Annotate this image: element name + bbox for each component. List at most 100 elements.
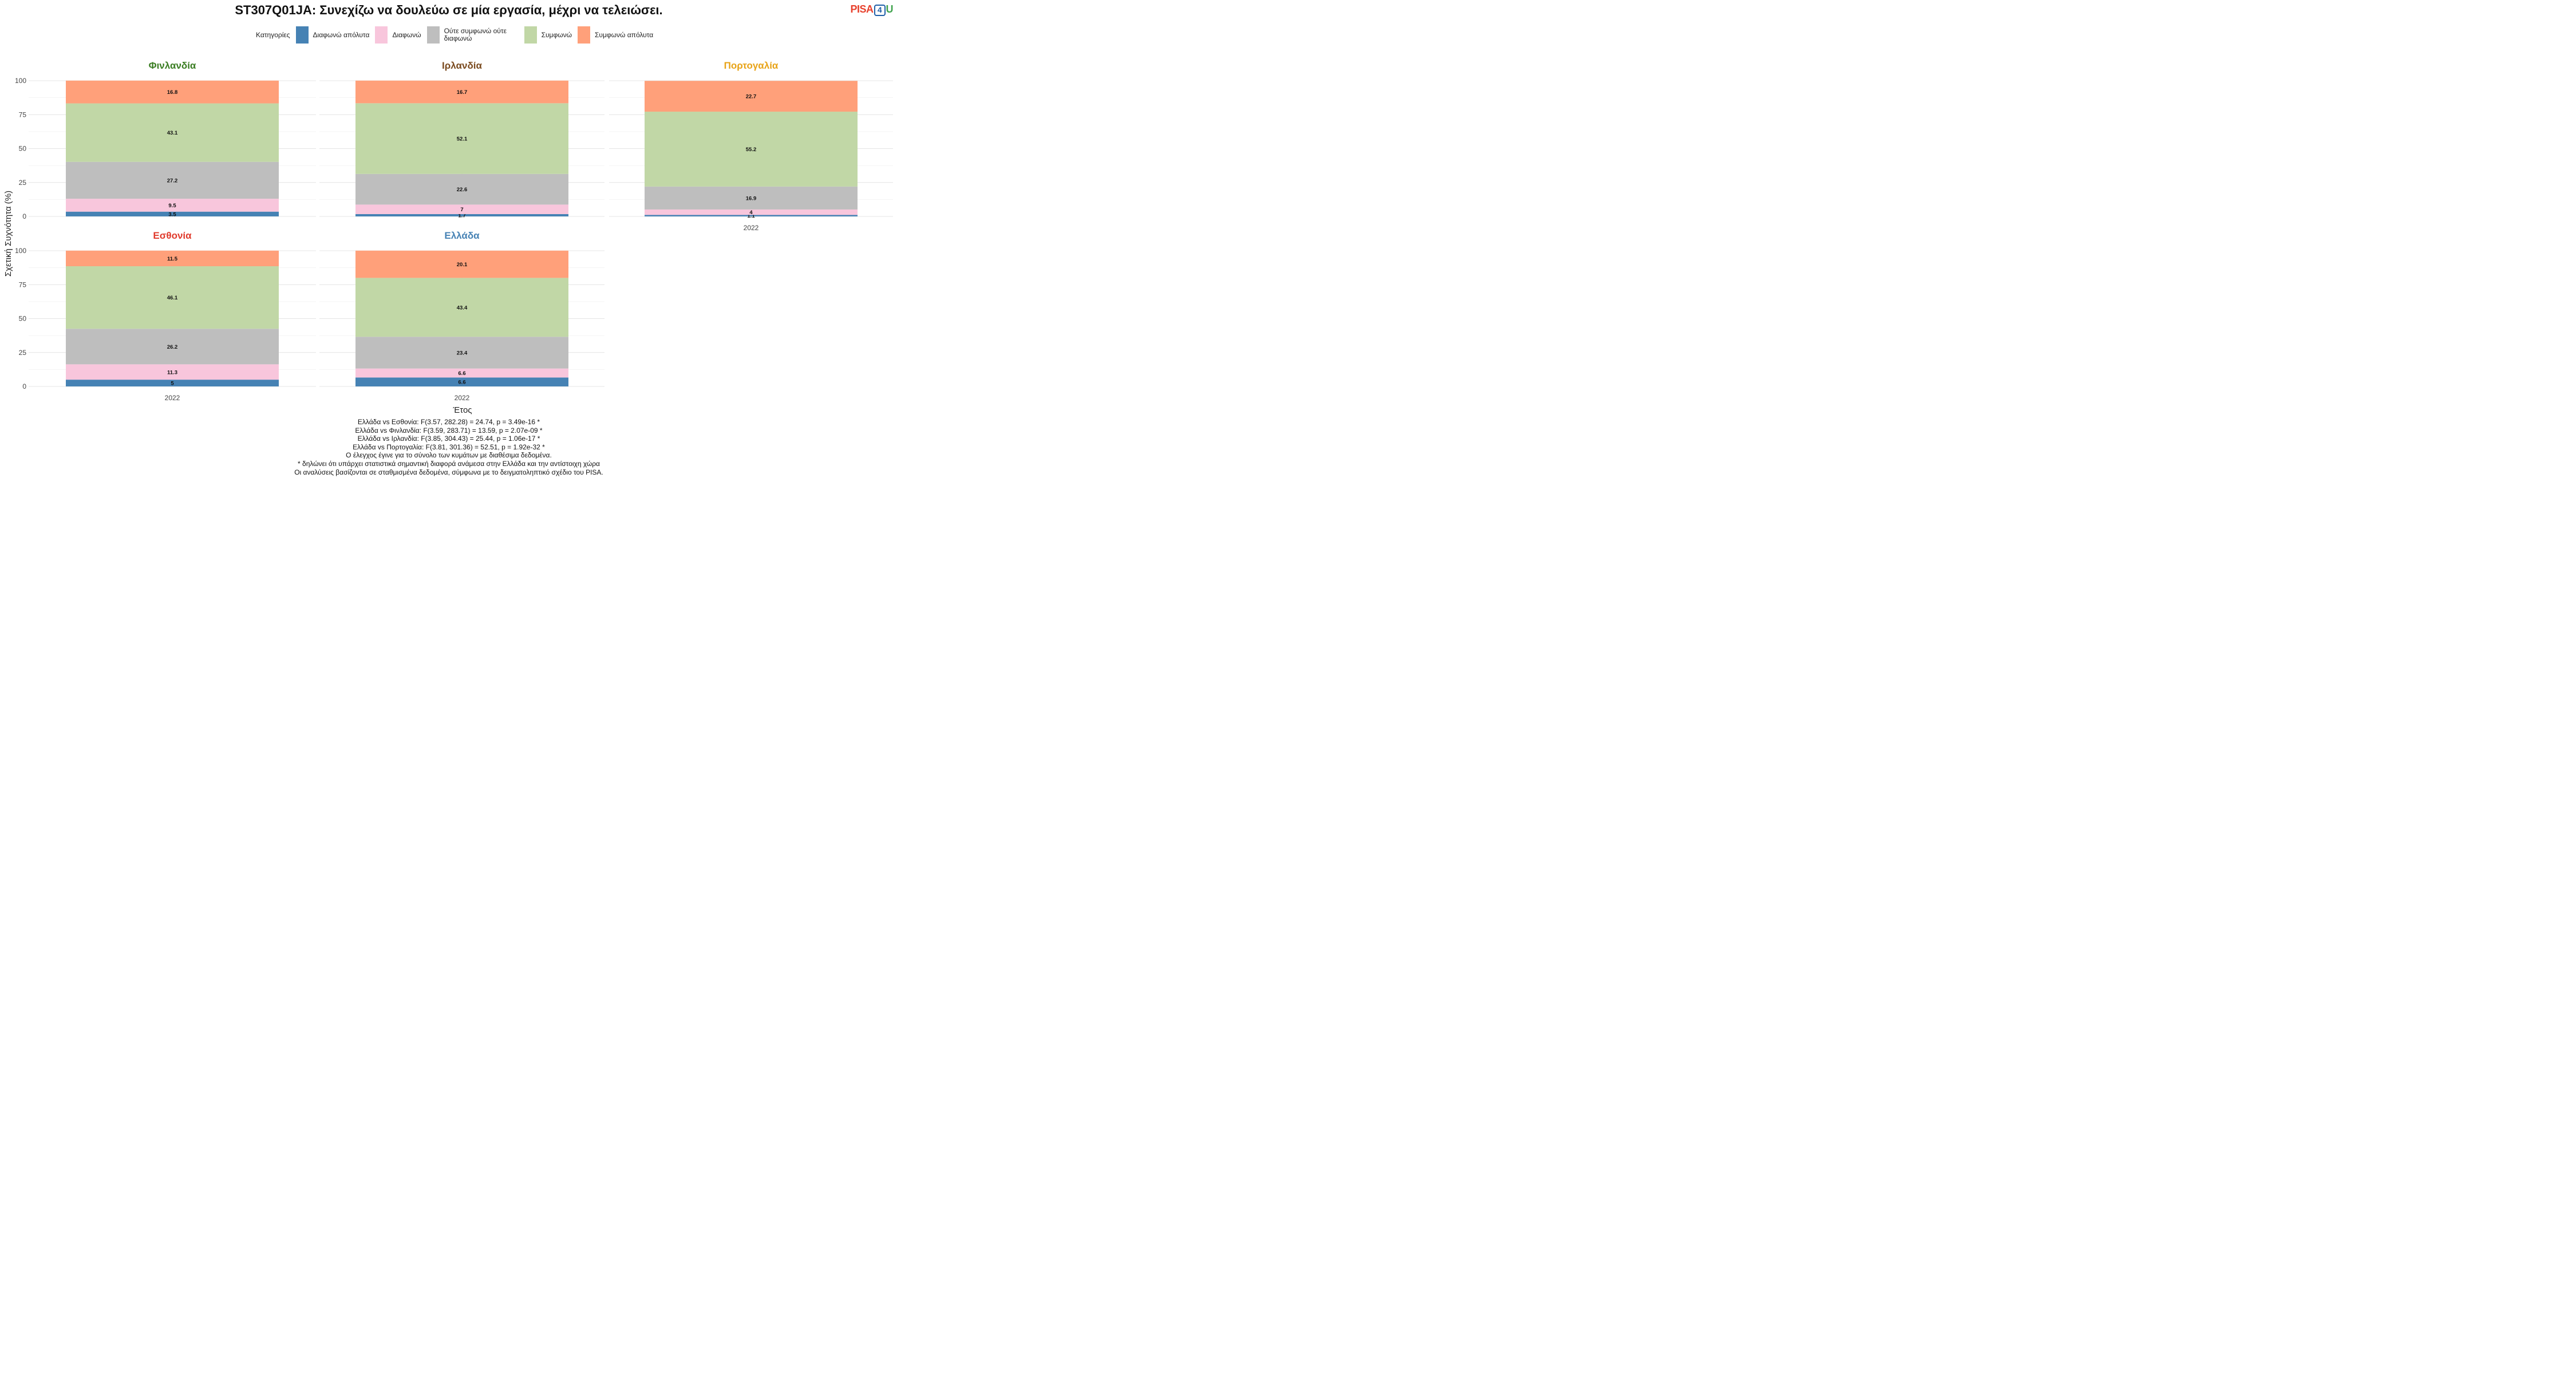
legend-label: Διαφωνώ απόλυτα (313, 30, 370, 39)
data-label: 52.1 (457, 136, 468, 143)
data-label: 6.6 (458, 370, 465, 377)
y-tick-label: 100 (15, 77, 26, 85)
data-label: 1.7 (458, 212, 465, 219)
logo-part-2: 4 (874, 5, 886, 16)
bar-segment (645, 215, 858, 216)
legend-item: Διαφωνώ απόλυτα (295, 26, 370, 44)
data-label: 55.2 (746, 147, 757, 153)
legend-label: Συμφωνώ (541, 30, 572, 39)
bar-segment (645, 112, 858, 187)
legend-title: Κατηγορίες (256, 31, 290, 39)
bar-segment (66, 161, 279, 199)
pisa4u-logo: PISA 4 U (850, 3, 893, 16)
footnote-line: Ελλάδα vs Εσθονία: F(3.57, 282.28) = 24.… (357, 418, 540, 426)
data-label: 23.4 (457, 350, 468, 356)
data-label: 43.4 (457, 305, 468, 311)
footnotes: Ελλάδα vs Εσθονία: F(3.57, 282.28) = 24.… (0, 418, 898, 476)
legend-swatch (578, 26, 590, 44)
bar-segment (66, 211, 279, 216)
data-label: 1.1 (747, 213, 755, 219)
legend-label: Διαφωνώ (392, 30, 421, 39)
data-label: 46.1 (167, 295, 178, 301)
y-tick-label: 75 (19, 110, 27, 119)
legend-item: Ούτε συμφωνώ ούτε διαφωνώ (426, 26, 519, 44)
bar-segment (645, 81, 858, 112)
legend-swatch (426, 26, 440, 44)
legend-swatch (524, 26, 537, 44)
bar-segment (66, 250, 279, 267)
bar-segment (66, 329, 279, 365)
x-tick-label: 2022 (165, 394, 180, 402)
y-tick-label: 0 (22, 382, 26, 390)
y-tick-label: 0 (22, 212, 26, 220)
bar-segment (355, 173, 568, 205)
data-label: 43.1 (167, 130, 178, 136)
bar-segment (355, 103, 568, 174)
data-label: 26.2 (167, 344, 178, 350)
y-tick-label: 100 (15, 247, 26, 255)
bar-segment (645, 186, 858, 210)
bar-segment (355, 204, 568, 214)
footnote-line: Ελλάδα vs Πορτογαλία: F(3.81, 301.36) = … (353, 443, 545, 451)
footnote-line: Οι αναλύσεις βασίζονται σε σταθμισμένα δ… (294, 468, 603, 476)
y-tick-label: 50 (19, 145, 27, 153)
panel-title: Φινλανδία (149, 60, 196, 71)
legend: Κατηγορίες Διαφωνώ απόλυτα Διαφωνώ Ούτε … (256, 26, 659, 44)
data-label: 16.9 (746, 195, 757, 202)
footnote-line: Ελλάδα vs Φινλανδία: F(3.59, 283.71) = 1… (355, 426, 543, 435)
data-label: 11.3 (167, 369, 177, 376)
data-label: 4 (749, 210, 753, 216)
y-tick-label: 25 (19, 179, 27, 187)
legend-label: Συμφωνώ απόλυτα (595, 30, 654, 39)
bar-segment (355, 337, 568, 369)
bar-segment (645, 209, 858, 215)
data-label: 5 (171, 381, 174, 387)
data-label: 16.7 (457, 89, 468, 96)
y-tick-label: 75 (19, 281, 27, 289)
footnote-line: Ο έλεγχος έγινε για το σύνολο των κυμάτω… (346, 451, 552, 460)
footnote-line: * δηλώνει ότι υπάρχει στατιστικά σημαντι… (298, 459, 600, 468)
legend-item: Συμφωνώ (524, 26, 572, 44)
logo-part-1: PISA (850, 3, 874, 15)
footnote-line: Ελλάδα vs Ιρλανδία: F(3.85, 304.43) = 25… (357, 435, 540, 443)
data-label: 22.7 (746, 94, 757, 100)
bar-segment (66, 266, 279, 329)
legend-swatch (375, 26, 388, 44)
bar-segment (66, 80, 279, 104)
data-label: 20.1 (457, 262, 468, 268)
x-tick-label: 2022 (744, 224, 759, 232)
bar-segment (66, 199, 279, 212)
bar-segment (355, 278, 568, 337)
legend-item: Διαφωνώ (375, 26, 421, 44)
data-label: 7 (460, 207, 463, 213)
panel-title: Ελλάδα (444, 230, 480, 241)
bar-segment (355, 80, 568, 104)
bar-segment (66, 380, 279, 386)
bar-segment (66, 364, 279, 380)
bar-segment (355, 214, 568, 216)
bar-segment (355, 368, 568, 378)
data-label: 3.5 (168, 211, 176, 218)
data-label: 6.6 (458, 380, 465, 386)
logo-part-3: U (886, 3, 894, 15)
panel-title: Ιρλανδία (442, 60, 482, 71)
bar-segment (355, 377, 568, 386)
legend-swatch (295, 26, 309, 44)
panel-title: Εσθονία (153, 230, 192, 241)
legend-item: Συμφωνώ απόλυτα (578, 26, 653, 44)
data-label: 22.6 (457, 187, 468, 193)
x-tick-label: 2022 (455, 394, 470, 402)
bar-segment (66, 103, 279, 162)
legend-label: Ούτε συμφωνώ ούτε διαφωνώ (444, 27, 507, 42)
data-label: 27.2 (167, 177, 178, 184)
y-tick-label: 50 (19, 315, 27, 323)
y-tick-label: 25 (19, 349, 27, 357)
bar-segment (355, 250, 568, 278)
x-axis-title: Έτος (452, 405, 472, 415)
data-label: 11.5 (167, 256, 178, 262)
faceted-stacked-bar-chart: 0255075100Φινλανδία3.59.527.243.116.8Ιρλ… (3, 60, 893, 415)
data-label: 16.8 (167, 89, 178, 96)
panel-title: Πορτογαλία (724, 60, 779, 71)
data-label: 9.5 (168, 203, 176, 209)
chart-title: ST307Q01JA: Συνεχίζω να δουλεύω σε μία ε… (235, 3, 663, 17)
